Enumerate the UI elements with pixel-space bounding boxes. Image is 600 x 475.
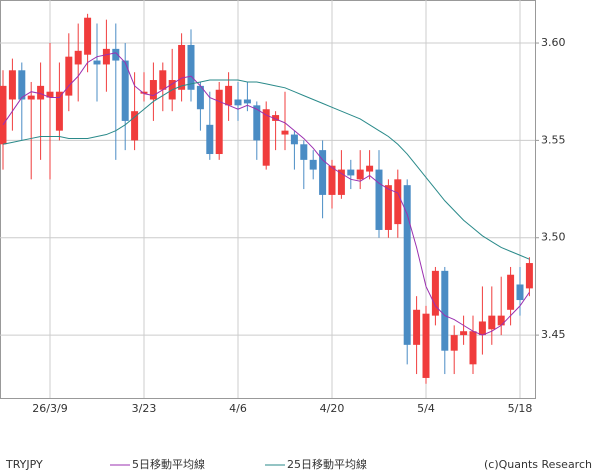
candle-body <box>525 263 533 289</box>
candle-body <box>507 274 515 310</box>
candle-body <box>272 115 280 121</box>
y-tick-label: 3.60 <box>541 36 566 49</box>
x-tick-label: 4/6 <box>229 402 247 415</box>
candle-body <box>356 169 364 180</box>
candle-body <box>300 144 308 160</box>
candle-body <box>347 169 355 176</box>
candle-body <box>149 80 157 100</box>
chart-title: TRYJPY <box>5 458 43 471</box>
candle-body <box>178 44 186 90</box>
candle-body <box>450 335 458 351</box>
candle-body <box>516 284 524 301</box>
candle-body <box>225 85 233 106</box>
candle-body <box>37 85 45 100</box>
ma-line <box>2 79 530 260</box>
candle-body <box>253 105 261 141</box>
legend-label: 5日移動平均線 <box>132 457 205 471</box>
candle-body <box>403 185 411 345</box>
candle-body <box>394 179 402 225</box>
x-tick-label: 5/4 <box>417 402 435 415</box>
candle-body <box>337 169 345 195</box>
candle-body <box>121 60 129 121</box>
candle-body <box>159 70 167 90</box>
candle-body <box>27 95 35 100</box>
candle-body <box>206 124 214 155</box>
candle-body <box>431 270 439 316</box>
candle-body <box>497 315 505 326</box>
x-tick-label: 26/3/9 <box>32 402 67 415</box>
candle-body <box>460 331 468 336</box>
candle-body <box>290 134 298 145</box>
candle-body <box>384 185 392 230</box>
candle-body <box>8 70 16 100</box>
candle-body <box>422 313 430 378</box>
x-tick-label: 4/20 <box>320 402 345 415</box>
candle-body <box>112 48 120 61</box>
candle-body <box>328 165 336 195</box>
candle-body <box>375 169 383 230</box>
candle-body <box>140 91 148 94</box>
candle-body <box>74 50 82 65</box>
legend-label: 25日移動平均線 <box>287 457 367 471</box>
candle-body <box>469 331 477 365</box>
y-tick-label: 3.50 <box>541 231 566 244</box>
candle-body <box>281 130 289 135</box>
candle-body <box>243 99 251 104</box>
credit: (c)Quants Research <box>484 458 592 471</box>
candle-body <box>65 56 73 96</box>
candle-body <box>0 85 7 145</box>
candle-body <box>262 109 270 166</box>
candle-body <box>93 60 101 65</box>
candle-body <box>187 44 195 90</box>
candle-body <box>196 85 204 110</box>
candle-body <box>366 165 374 172</box>
candle-body <box>441 270 449 351</box>
candle-body <box>18 70 26 100</box>
candle-body <box>413 309 421 345</box>
candle-body <box>478 321 486 336</box>
candle-body <box>131 111 139 141</box>
x-tick-label: 5/18 <box>508 402 533 415</box>
ma-line <box>2 52 530 336</box>
candle-body <box>215 89 223 155</box>
candle-body <box>309 159 317 170</box>
candle-body <box>234 99 242 106</box>
candle-body <box>102 48 110 65</box>
x-tick-label: 3/23 <box>132 402 157 415</box>
candle-body <box>55 91 63 131</box>
y-tick-label: 3.45 <box>541 328 566 341</box>
candle-body <box>46 91 54 98</box>
candle-body <box>319 150 327 195</box>
candle-body <box>84 17 92 55</box>
candle-body <box>488 315 496 330</box>
y-tick-label: 3.55 <box>541 133 566 146</box>
